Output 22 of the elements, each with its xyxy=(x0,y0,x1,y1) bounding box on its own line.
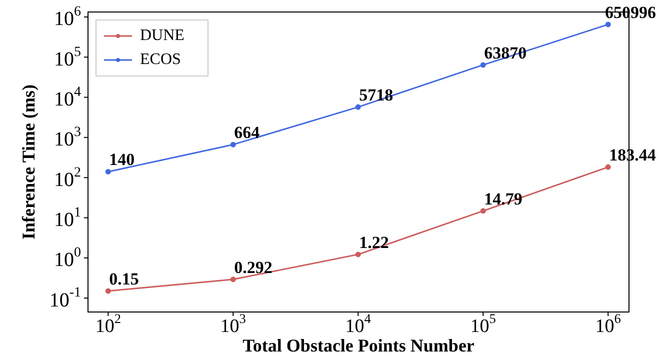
data-label: 664 xyxy=(234,122,260,142)
point xyxy=(105,168,111,174)
point xyxy=(230,276,236,282)
point xyxy=(230,142,236,148)
point xyxy=(480,62,486,68)
legend-label: ECOS xyxy=(140,51,181,68)
data-label: 0.15 xyxy=(109,269,139,288)
point xyxy=(355,104,361,110)
y-axis-title: Inference Time (ms) xyxy=(18,84,39,240)
point xyxy=(605,22,611,28)
point xyxy=(605,164,611,170)
point xyxy=(355,252,361,258)
data-label: 0.292 xyxy=(234,258,272,277)
data-label: 140 xyxy=(109,150,135,170)
point xyxy=(480,208,486,214)
data-label: 63870 xyxy=(484,43,527,62)
x-axis-title: Total Obstacle Points Number xyxy=(242,336,474,356)
data-label: 1.22 xyxy=(359,232,389,252)
point xyxy=(105,288,111,294)
legend-label: DUNE xyxy=(140,27,184,44)
data-label: 14.79 xyxy=(484,189,522,208)
data-label: 5718 xyxy=(359,85,394,104)
